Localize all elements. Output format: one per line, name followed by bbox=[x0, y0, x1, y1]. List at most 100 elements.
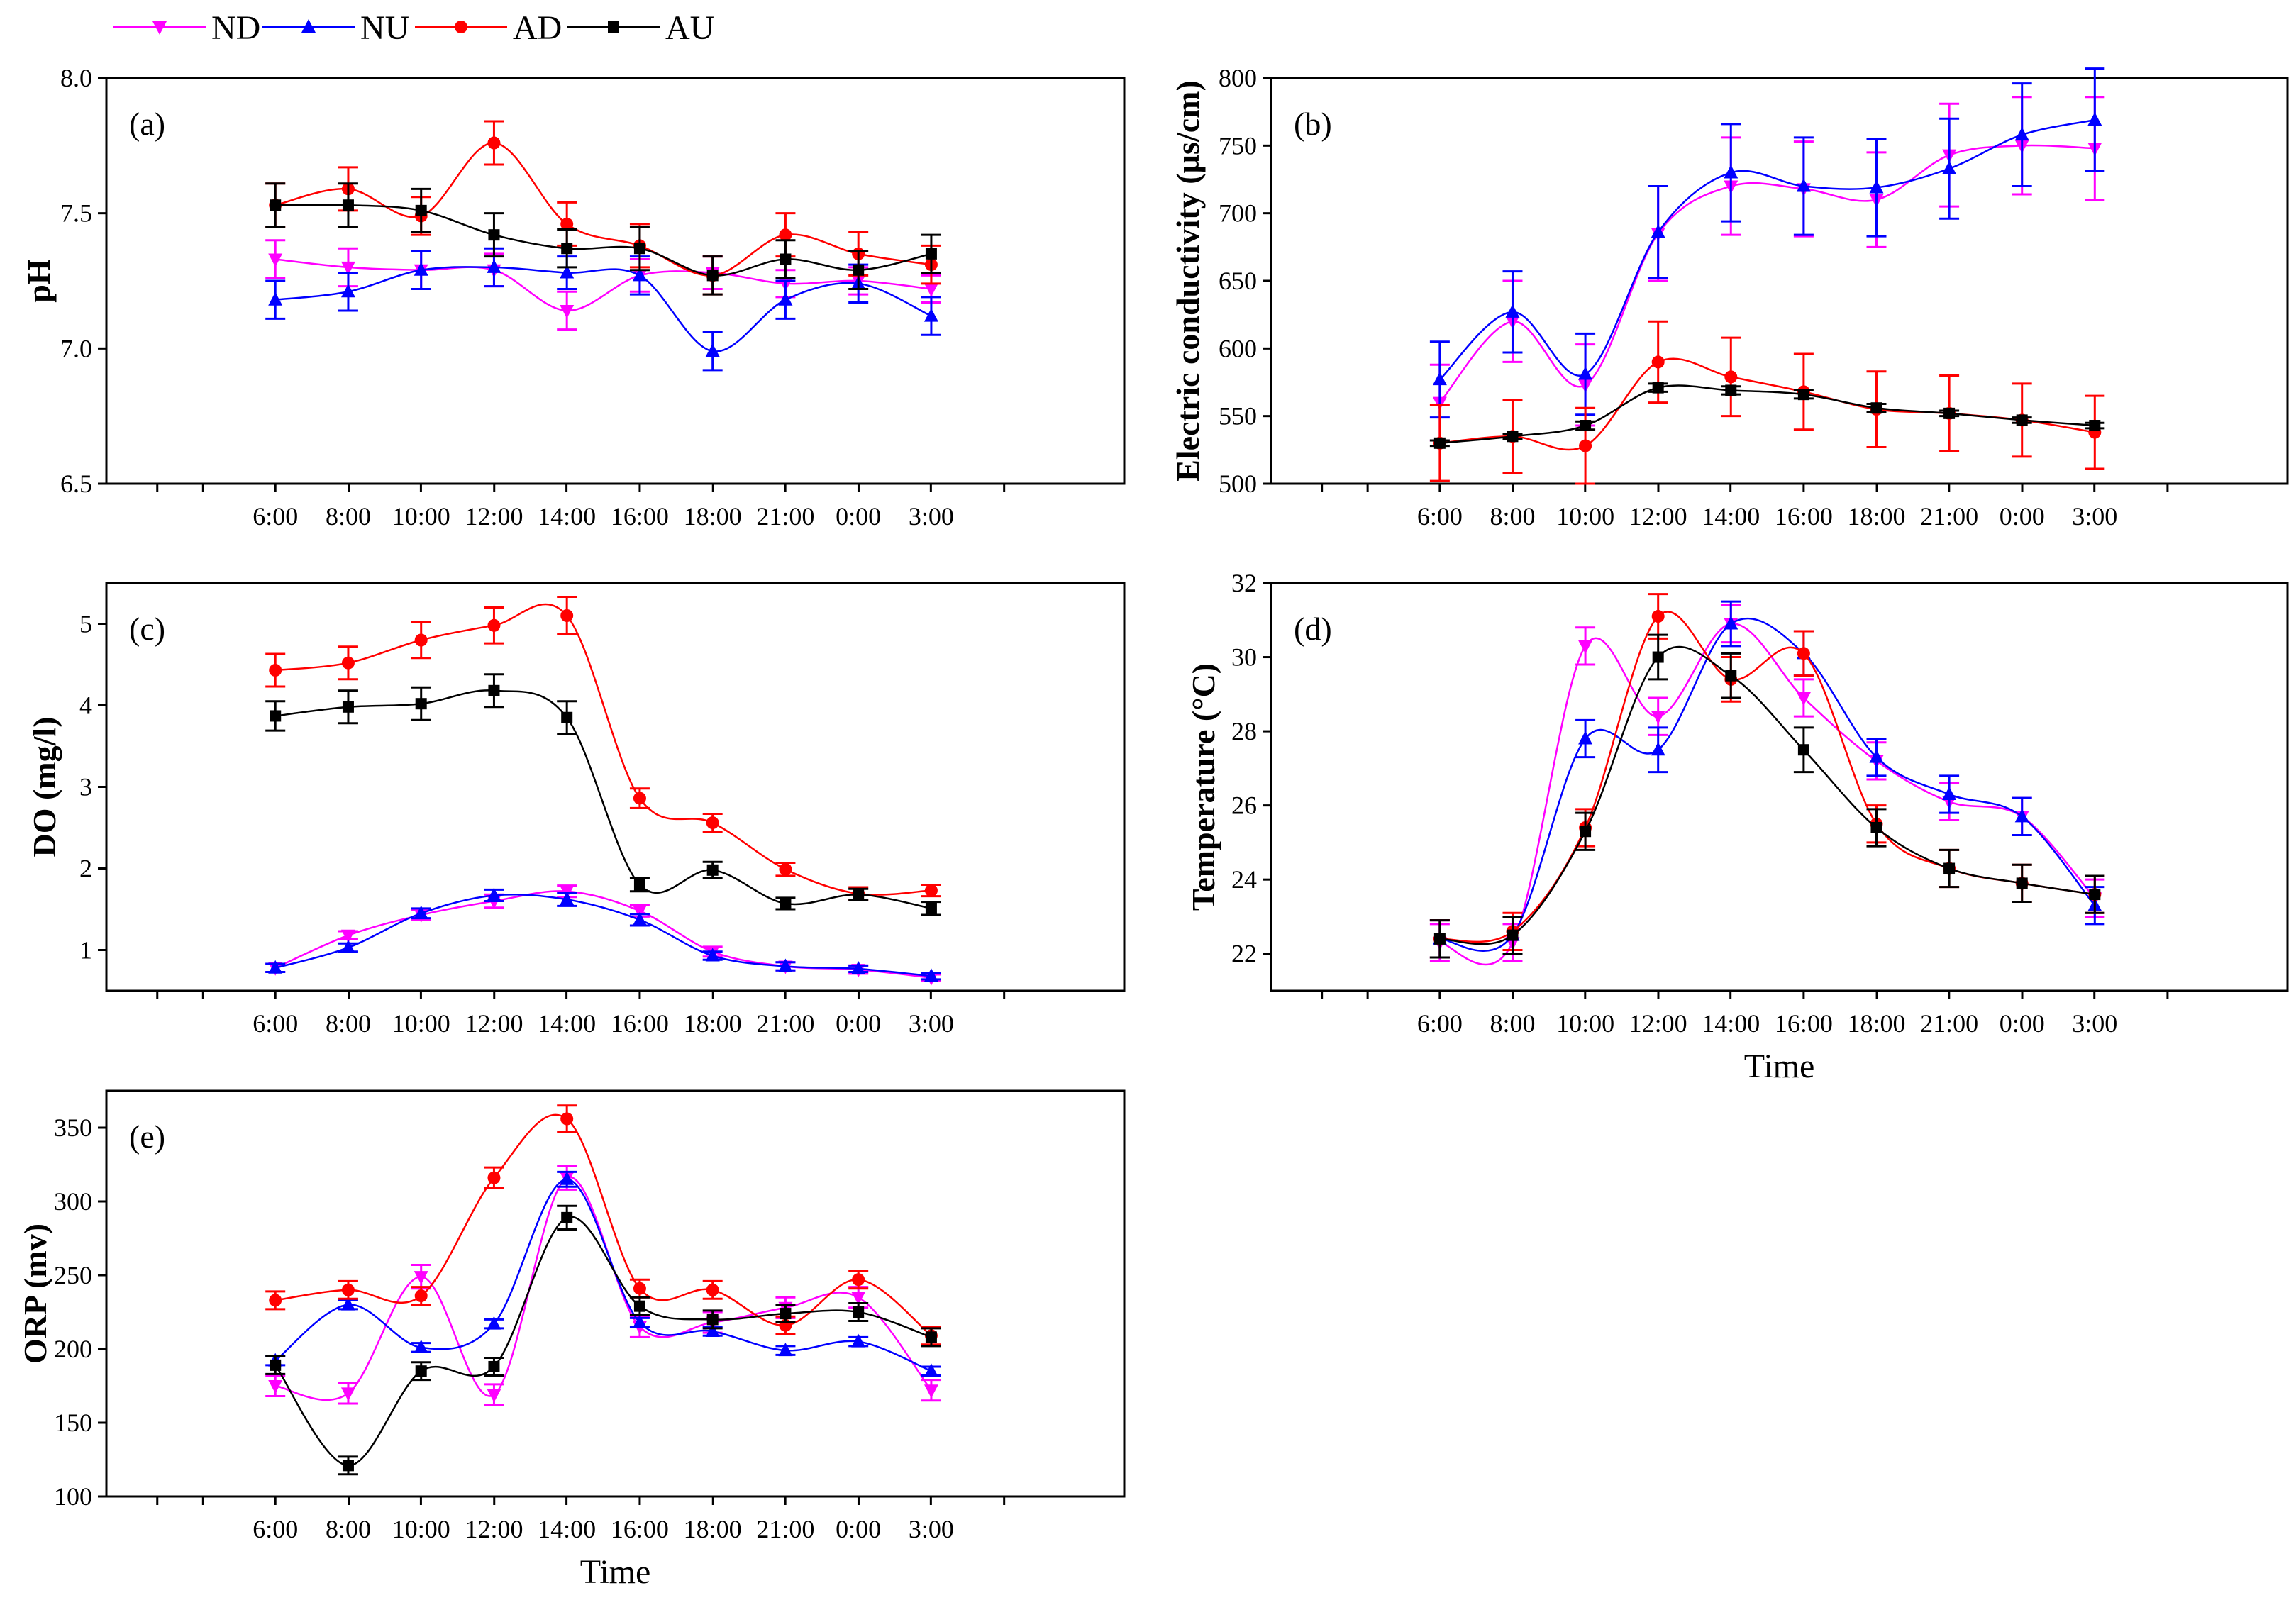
y-tick-label: 1 bbox=[79, 936, 92, 965]
legend-marker bbox=[152, 21, 167, 35]
panel-label: (e) bbox=[129, 1118, 165, 1155]
data-point bbox=[1942, 786, 1957, 800]
data-point bbox=[1942, 160, 1957, 174]
x-tick-label: 6:00 bbox=[1417, 502, 1463, 531]
x-tick-label: 18:00 bbox=[684, 502, 742, 531]
data-point bbox=[924, 1363, 938, 1377]
x-tick-label: 16:00 bbox=[1775, 1009, 1833, 1038]
panel-a-ph-chart: 6.5 7.0 7.5 8.0 6:00 8:00 10:00 12:00 14:00 16:00… bbox=[21, 64, 1126, 531]
data-point bbox=[1433, 933, 1446, 945]
data-point bbox=[632, 267, 647, 282]
data-point bbox=[706, 270, 719, 282]
x-tick-label: 3:00 bbox=[909, 1515, 954, 1543]
series-line bbox=[1439, 357, 2095, 451]
data-point bbox=[270, 710, 282, 722]
data-point bbox=[1578, 366, 1593, 380]
x-tick-label: 10:00 bbox=[392, 1009, 450, 1038]
y-tick-label: 350 bbox=[54, 1113, 92, 1142]
x-tick-label: 0:00 bbox=[836, 502, 881, 531]
x-tick-label: 21:00 bbox=[756, 502, 814, 531]
panel-label: (c) bbox=[129, 611, 165, 647]
data-point bbox=[778, 958, 793, 972]
series-line bbox=[1438, 144, 2095, 404]
data-point bbox=[778, 1343, 793, 1357]
data-point bbox=[415, 698, 427, 710]
data-point bbox=[1505, 304, 1520, 318]
data-point bbox=[1507, 929, 1519, 941]
data-point bbox=[342, 1460, 354, 1472]
series-line bbox=[1439, 645, 2095, 945]
y-tick-label: 7.0 bbox=[60, 334, 92, 362]
data-point bbox=[1725, 670, 1737, 682]
panel-label: (b) bbox=[1294, 106, 1332, 142]
data-point bbox=[269, 1294, 282, 1307]
data-point bbox=[2087, 112, 2102, 126]
y-tick-label: 26 bbox=[1231, 792, 1257, 820]
series-nd bbox=[265, 239, 941, 331]
data-point bbox=[560, 609, 574, 622]
x-tick-label: 14:00 bbox=[1702, 1009, 1760, 1038]
y-tick-label: 700 bbox=[1219, 199, 1257, 228]
data-point bbox=[2016, 877, 2028, 889]
series-line bbox=[275, 603, 931, 896]
y-tick-label: 2 bbox=[79, 855, 92, 883]
series-au bbox=[1429, 633, 2105, 959]
data-point bbox=[1797, 389, 1809, 401]
y-tick-label: 750 bbox=[1219, 131, 1257, 160]
series-line bbox=[274, 1178, 932, 1372]
data-point bbox=[1724, 165, 1738, 179]
series-line bbox=[275, 1113, 932, 1337]
x-tick-label: 21:00 bbox=[756, 1515, 814, 1543]
data-point bbox=[1796, 178, 1811, 192]
data-point bbox=[414, 1339, 428, 1353]
legend-label: AD bbox=[513, 9, 562, 47]
data-point bbox=[924, 968, 938, 982]
data-point bbox=[414, 1289, 428, 1303]
series-nu bbox=[1429, 67, 2105, 419]
y-tick-label: 6.5 bbox=[60, 470, 92, 498]
data-point bbox=[1869, 749, 1884, 763]
y-tick-label: 600 bbox=[1219, 334, 1257, 362]
x-tick-label: 18:00 bbox=[1847, 1009, 1905, 1038]
data-point bbox=[924, 283, 938, 297]
plot-frame bbox=[1270, 77, 2289, 485]
data-point bbox=[2016, 414, 2028, 426]
series-nd bbox=[1429, 96, 2105, 442]
data-point bbox=[1578, 731, 1593, 745]
data-point bbox=[1651, 355, 1665, 369]
series-line bbox=[274, 1176, 932, 1401]
data-point bbox=[633, 879, 645, 891]
series-line bbox=[1439, 611, 2095, 943]
data-point bbox=[2089, 420, 2101, 432]
y-tick-label: 8.0 bbox=[60, 64, 92, 92]
x-tick-label: 10:00 bbox=[1556, 502, 1614, 531]
data-point bbox=[341, 1283, 355, 1296]
series-line bbox=[275, 689, 932, 910]
data-point bbox=[925, 1331, 937, 1343]
data-point bbox=[561, 711, 573, 723]
legend: ND NU AD AU bbox=[113, 9, 714, 47]
legend-label: ND bbox=[211, 9, 260, 47]
data-point bbox=[706, 1314, 719, 1326]
x-tick-label: 18:00 bbox=[684, 1009, 742, 1038]
panel-label: (a) bbox=[129, 106, 165, 142]
data-point bbox=[342, 199, 354, 211]
data-point bbox=[268, 1380, 283, 1394]
series-line bbox=[274, 890, 932, 979]
data-point bbox=[853, 889, 865, 901]
series-line bbox=[275, 266, 932, 352]
data-point bbox=[340, 1296, 355, 1311]
data-point bbox=[851, 1333, 866, 1348]
data-point bbox=[705, 343, 720, 357]
data-point bbox=[2014, 127, 2029, 141]
data-point bbox=[852, 1273, 865, 1287]
data-point bbox=[415, 204, 427, 216]
panel-label: (d) bbox=[1294, 611, 1332, 647]
y-tick-label: 800 bbox=[1219, 64, 1257, 92]
x-tick-label: 3:00 bbox=[2072, 1009, 2117, 1038]
data-point bbox=[706, 864, 719, 876]
series-line bbox=[1439, 617, 2096, 952]
series-au bbox=[265, 1204, 941, 1476]
y-tick-label: 4 bbox=[79, 692, 92, 720]
